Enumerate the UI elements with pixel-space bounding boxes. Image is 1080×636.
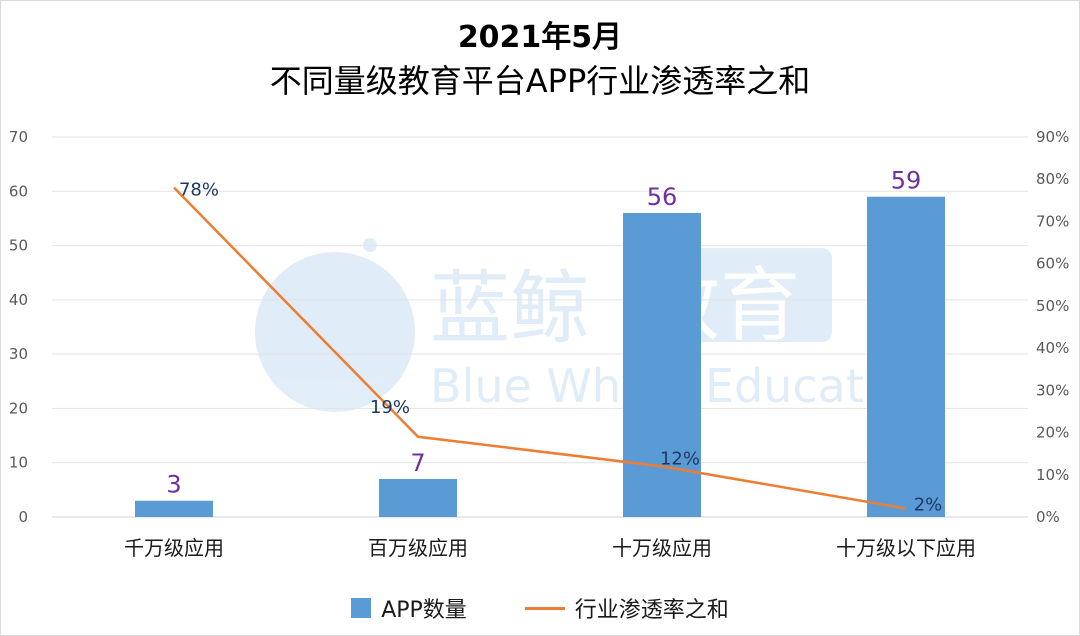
bar-data-label: 59 [891,167,922,195]
whale-logo-icon [255,252,415,412]
legend-label-bar: APP数量 [381,598,467,623]
legend-label-line: 行业渗透率之和 [574,598,729,623]
left-tick-label: 60 [9,182,28,200]
bar [867,196,945,517]
right-tick-label: 90% [1036,128,1069,146]
left-tick-label: 0 [18,508,28,526]
left-tick-label: 20 [9,399,28,417]
right-tick-label: 30% [1036,381,1069,399]
left-tick-label: 10 [9,454,28,472]
right-tick-label: 0% [1036,508,1060,526]
water-drop-icon [363,238,377,252]
line-data-label: 19% [370,397,410,418]
bar-series: 3 7 56 59 [135,167,945,517]
watermark-cn-text: 蓝鲸 [430,262,590,355]
left-tick-label: 70 [9,128,28,146]
right-tick-label: 70% [1036,212,1069,230]
watermark-logo: 蓝鲸 Blue Whale Education 教育 [255,238,934,413]
bar-data-label: 56 [647,183,678,211]
bar [135,500,213,517]
line-data-label: 2% [914,495,943,516]
water-drop-icon [345,260,355,270]
legend-swatch-bar [351,598,372,618]
chart-title-line1: 2021年5月 [457,20,623,55]
category-labels: 千万级应用 百万级应用 十万级应用 十万级以下应用 [124,536,976,560]
category-label: 十万级以下应用 [836,536,976,560]
left-axis-ticks: 0 10 20 30 40 50 60 70 [9,128,28,526]
right-tick-label: 50% [1036,297,1069,315]
bar-data-label: 3 [166,471,181,499]
line-data-label: 12% [660,448,700,469]
left-tick-label: 40 [9,291,28,309]
line-series: 78% 19% 12% 2% [173,180,943,516]
legend-item-bar: APP数量 [351,592,467,624]
category-label: 千万级应用 [124,536,224,560]
right-tick-label: 80% [1036,170,1069,188]
legend-item-line: 行业渗透率之和 [524,592,729,624]
right-axis-ticks: 0% 10% 20% 30% 40% 50% 60% 70% 80% 90% [1036,128,1069,526]
left-tick-label: 50 [9,237,28,255]
chart-title-line2: 不同量级教育平台APP行业渗透率之和 [269,62,811,100]
right-tick-label: 40% [1036,339,1069,357]
line-path [173,186,907,510]
left-tick-label: 30 [9,345,28,363]
bar-data-label: 7 [410,449,425,477]
line-data-label: 78% [179,180,219,201]
right-tick-label: 20% [1036,424,1069,442]
category-label: 百万级应用 [368,536,468,560]
right-tick-label: 10% [1036,466,1069,484]
legend: APP数量 行业渗透率之和 [0,592,1080,624]
bar [379,479,457,517]
right-tick-label: 60% [1036,255,1069,273]
category-label: 十万级应用 [612,536,712,560]
grid-lines [52,136,1028,518]
legend-swatch-line [524,606,565,610]
